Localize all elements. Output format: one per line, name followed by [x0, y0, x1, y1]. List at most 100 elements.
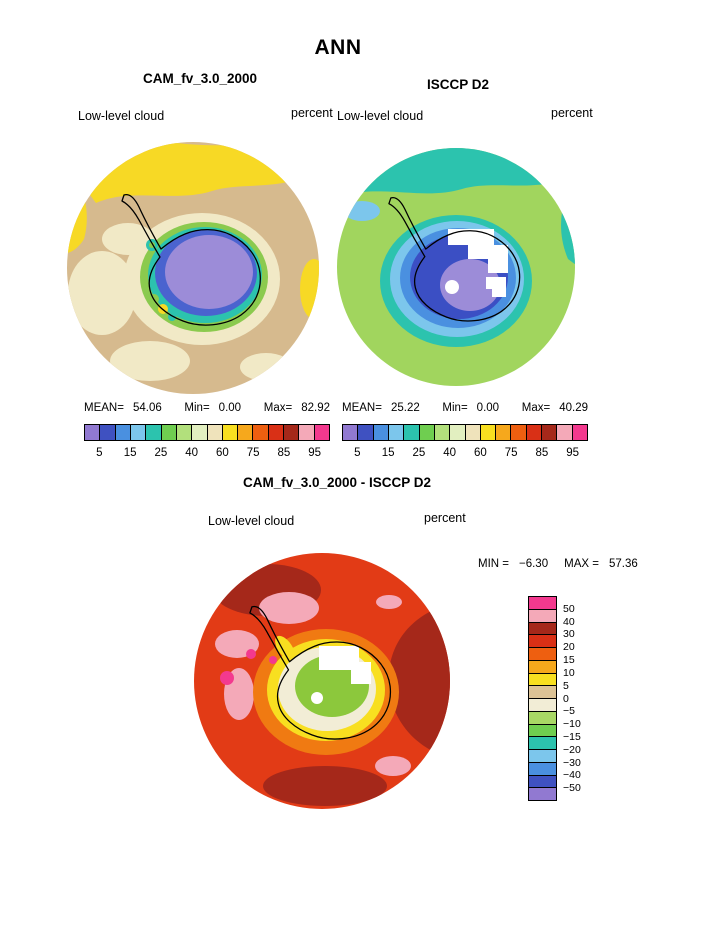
colorbar-tick-label: 25	[154, 447, 168, 459]
diff-minmax: MIN = −6.30 MAX = 57.36	[478, 558, 638, 570]
colorbar-segment	[207, 425, 223, 440]
colorbar-boundary-label: 50	[563, 602, 575, 615]
colorbar-segment	[192, 425, 208, 440]
colorbar-tick-label: 95	[308, 447, 322, 459]
colorbar-segment	[253, 425, 269, 440]
colorbar-segment	[529, 673, 556, 687]
colorbar-boundary-label: −20	[563, 743, 581, 756]
colorbar-boundary-label: 15	[563, 654, 575, 667]
colorbar-boundary-label: 40	[563, 615, 575, 628]
stat-label: MEAN=	[342, 402, 382, 414]
colorbar-segment	[314, 425, 329, 440]
colorbar-segment	[529, 750, 556, 763]
colorbar-segment	[176, 425, 193, 440]
colorbar-tick-label: 75	[504, 447, 518, 459]
map-cam-low-cloud	[67, 142, 319, 394]
colorbar-segment	[85, 425, 101, 440]
colorbar-segment	[529, 622, 556, 636]
colorbar-boundary-label: −15	[563, 730, 581, 743]
colorbar-isccp	[342, 424, 588, 441]
colorbar-segment	[529, 737, 556, 750]
colorbar-segment	[529, 724, 556, 738]
field-label-isccp: Low-level cloud	[337, 109, 424, 123]
colorbar-segment	[146, 425, 162, 440]
colorbar-segment	[572, 425, 587, 440]
panel-title-isccp: ISCCP D2	[426, 77, 490, 92]
colorbar-segment	[388, 425, 405, 440]
colorbar-tick-label: 40	[443, 447, 457, 459]
colorbar-segment	[465, 425, 481, 440]
stat-value: 25.22	[390, 402, 420, 414]
units-label-isccp: percent	[551, 106, 593, 120]
field-label-cam: Low-level cloud	[78, 109, 165, 123]
colorbar-segment	[511, 425, 527, 440]
colorbar-tick-label: 95	[566, 447, 580, 459]
colorbar-ticks-cam: 5 15 25 40 60 75 85 95	[84, 447, 330, 461]
colorbar-segment	[130, 425, 147, 440]
colorbar-segment	[100, 425, 116, 440]
colorbar-segment	[238, 425, 254, 440]
colorbar-boundary-label: −5	[563, 705, 575, 718]
colorbar-segment	[529, 635, 556, 648]
colorbar-diff	[528, 596, 557, 801]
colorbar-boundary-label: −10	[563, 718, 581, 731]
colorbar-segment	[434, 425, 451, 440]
colorbar-segment	[115, 425, 131, 440]
stat-label: Min=	[184, 402, 210, 414]
colorbar-segment	[557, 425, 573, 440]
stat-value: 0.00	[476, 402, 500, 414]
colorbar-segment	[526, 425, 543, 440]
colorbar-segment	[496, 425, 512, 440]
diff-max-value: 57.36	[608, 558, 638, 570]
colorbar-cam	[84, 424, 330, 441]
colorbar-segment	[161, 425, 177, 440]
stat-value: 0.00	[218, 402, 242, 414]
diff-min-value: −6.30	[519, 558, 549, 570]
colorbar-segment	[343, 425, 359, 440]
stat-mean-cam: MEAN= 54.06	[84, 402, 162, 414]
stat-mean-isccp: MEAN= 25.22	[342, 402, 420, 414]
colorbar-tick-label: 25	[412, 447, 426, 459]
panel-title-diff: CAM_fv_3.0_2000 - ISCCP D2	[242, 475, 432, 490]
colorbar-segment	[419, 425, 435, 440]
stat-label: Max=	[521, 402, 551, 414]
stat-label: MEAN=	[84, 402, 124, 414]
colorbar-boundary-label: 10	[563, 666, 575, 679]
pole-hole	[445, 280, 459, 294]
colorbar-boundary-label: −50	[563, 782, 581, 795]
colorbar-tick-label: 60	[215, 447, 229, 459]
colorbar-segment	[529, 686, 556, 699]
antarctica-coastline	[249, 605, 392, 740]
colorbar-segment	[222, 425, 239, 440]
colorbar-segment	[529, 699, 556, 712]
colorbar-tick-label: 60	[473, 447, 487, 459]
colorbar-tick-label: 85	[535, 447, 549, 459]
stat-label: Max=	[263, 402, 293, 414]
colorbar-segment	[404, 425, 420, 440]
colorbar-segment	[299, 425, 315, 440]
panel-title-cam: CAM_fv_3.0_2000	[142, 71, 258, 86]
units-label-diff: percent	[424, 511, 466, 525]
diff-max-label: MAX =	[564, 558, 599, 570]
missing-data-patch	[448, 229, 508, 273]
stat-max-cam: Max= 82.92	[264, 402, 330, 414]
map-diff-low-cloud	[194, 553, 450, 809]
antarctica-coastline	[388, 197, 521, 322]
field-label-diff: Low-level cloud	[208, 514, 295, 528]
colorbar-tick-label: 5	[354, 447, 361, 459]
colorbar-segment	[358, 425, 374, 440]
colorbar-segment	[542, 425, 558, 440]
colorbar-segment	[529, 788, 556, 800]
colorbar-boundary-label: 5	[563, 679, 569, 692]
stats-cam: MEAN= 54.06 Min= 0.00 Max= 82.92	[84, 402, 330, 414]
stat-min-isccp: Min= 0.00	[442, 402, 499, 414]
diff-min-label: MIN =	[478, 558, 509, 570]
colorbar-segment	[480, 425, 497, 440]
antarctica-coastline	[121, 193, 261, 326]
colorbar-segment	[450, 425, 466, 440]
missing-data-patch	[319, 646, 371, 684]
colorbar-tick-label: 40	[185, 447, 199, 459]
pole-hole	[311, 692, 323, 704]
colorbar-segment	[373, 425, 389, 440]
